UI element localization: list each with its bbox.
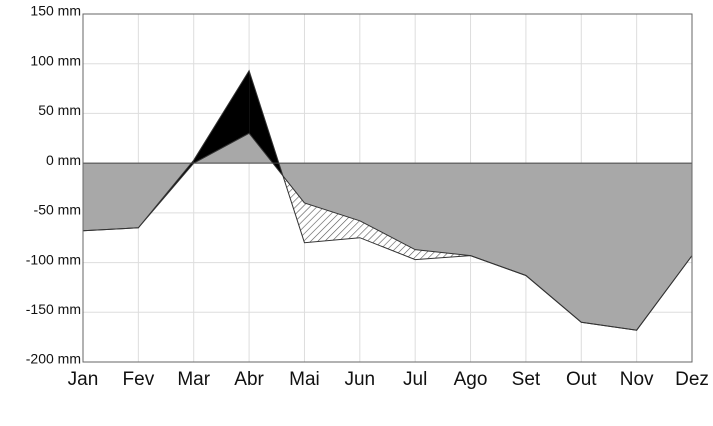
deficit-area (415, 249, 471, 260)
x-tick-label: Dez (675, 369, 709, 390)
y-tick-label: -50 mm (34, 202, 81, 218)
deficit-area (359, 220, 416, 260)
series-line (82, 132, 693, 331)
x-tick-label: Mai (289, 369, 320, 390)
y-tick-label: 100 mm (30, 52, 81, 68)
y-tick-label: -200 mm (26, 351, 81, 367)
x-tick-label: Jul (403, 369, 427, 390)
y-tick-label: -100 mm (26, 251, 81, 267)
x-tick-label: Out (566, 369, 597, 390)
deficit-area (304, 202, 360, 243)
x-tick-label: Set (512, 369, 541, 390)
x-tick-label: Nov (620, 369, 654, 390)
y-tick-label: -150 mm (26, 301, 81, 317)
base-area (83, 133, 692, 331)
x-tick-label: Jun (344, 369, 375, 390)
x-tick-label: Mar (177, 369, 210, 390)
y-tick-label: 150 mm (30, 3, 81, 19)
x-tick-label: Fev (123, 369, 155, 390)
plot-frame (82, 13, 693, 363)
y-tick-label: 50 mm (38, 102, 81, 118)
x-tick-label: Abr (234, 369, 264, 390)
y-tick-label: 0 mm (46, 152, 81, 168)
x-tick-label: Jan (68, 369, 99, 390)
x-tick-label: Ago (454, 369, 488, 390)
